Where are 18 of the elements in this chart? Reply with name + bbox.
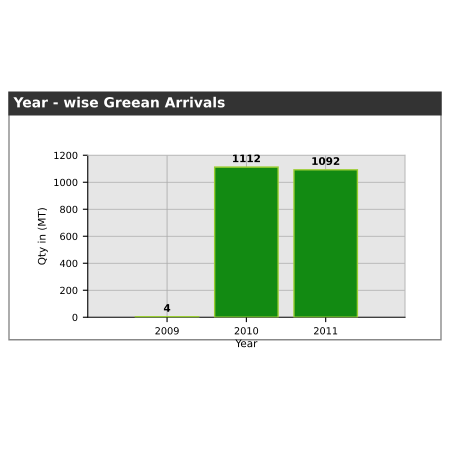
x-axis-title: Year	[235, 339, 258, 348]
y-tick-label: 600	[60, 232, 78, 240]
bar	[293, 169, 358, 318]
y-tick-label: 1200	[54, 152, 78, 160]
y-tick-label: 400	[60, 260, 78, 268]
data-label: 4	[164, 304, 170, 312]
chart-title: Year - wise Greean Arrivals	[13, 96, 225, 108]
x-tick-label: 2009	[155, 327, 179, 334]
y-tick-label: 800	[60, 206, 78, 214]
y-tick-label: 200	[60, 286, 78, 294]
bar	[214, 166, 279, 318]
y-tick-label: 1000	[54, 178, 78, 186]
x-tick-label: 2010	[234, 327, 258, 334]
data-label: 1092	[312, 157, 340, 166]
data-label: 1112	[233, 154, 260, 162]
y-tick-label: 0	[72, 314, 78, 322]
x-tick-label: 2011	[314, 327, 338, 334]
y-axis-title: Qty in (MT)	[38, 208, 48, 265]
